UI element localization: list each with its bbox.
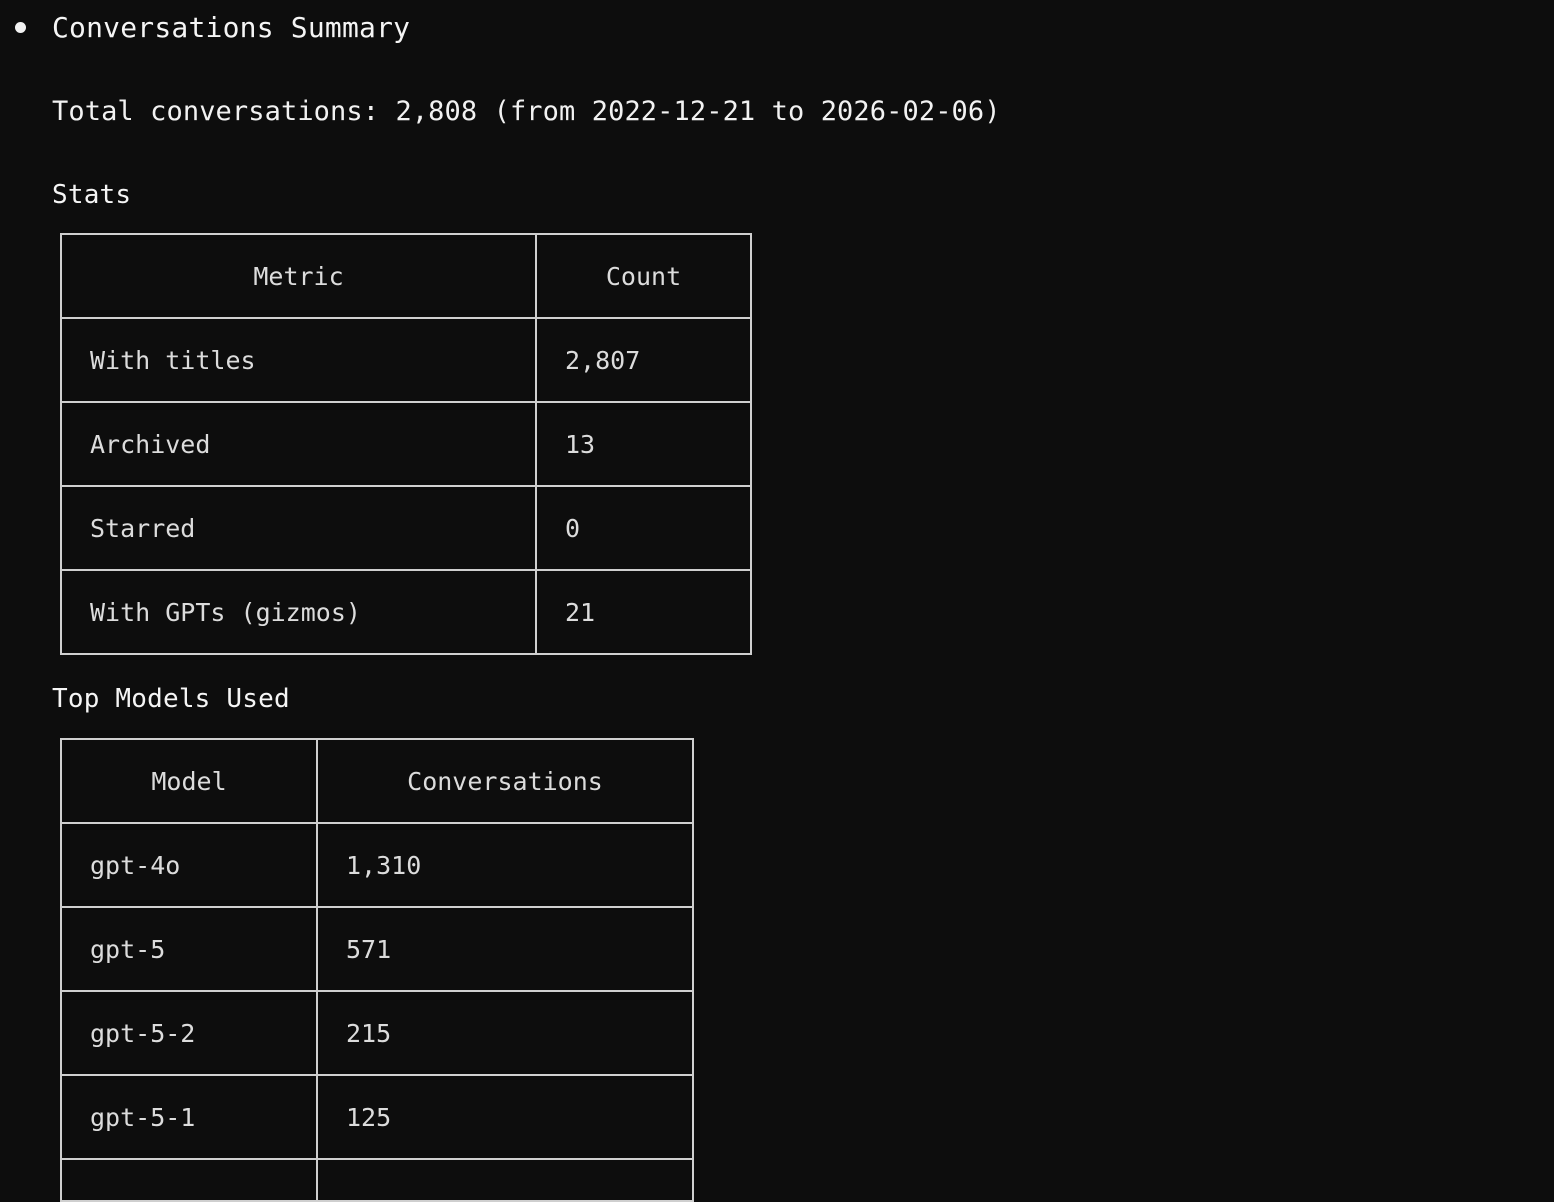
stats-cell-count: 21 (535, 569, 752, 655)
table-row: With GPTs (gizmos) 21 (60, 569, 752, 655)
stats-cell-count: 0 (535, 485, 752, 571)
models-cell-conversations: 1,310 (316, 822, 694, 908)
stats-header-metric: Metric (60, 233, 537, 319)
models-cell-conversations: 125 (316, 1074, 694, 1160)
stats-table: Metric Count With titles 2,807 Archived … (60, 233, 752, 655)
summary-page: Conversations Summary Total conversation… (0, 8, 1001, 1202)
table-row: With titles 2,807 (60, 317, 752, 403)
page-title: Conversations Summary (52, 11, 411, 44)
stats-section-heading: Stats (52, 180, 132, 210)
stats-cell-metric: Starred (60, 485, 537, 571)
table-row: Starred 0 (60, 485, 752, 571)
models-cell-model: gpt-5 (60, 906, 318, 992)
stats-header-count: Count (535, 233, 752, 319)
models-cell-conversations (316, 1158, 694, 1202)
top-models-table: Model Conversations gpt-4o 1,310 gpt-5 5… (60, 738, 694, 1202)
total-conversations-line: Total conversations: 2,808 (from 2022-12… (52, 96, 1001, 127)
stats-cell-metric: Archived (60, 401, 537, 487)
models-cell-conversations: 215 (316, 990, 694, 1076)
table-header-row: Model Conversations (60, 738, 694, 824)
table-header-row: Metric Count (60, 233, 752, 319)
table-row: Archived 13 (60, 401, 752, 487)
stats-cell-metric: With GPTs (gizmos) (60, 569, 537, 655)
stats-cell-count: 13 (535, 401, 752, 487)
table-row: gpt-5-1 125 (60, 1074, 694, 1160)
bullet-dot-icon (15, 22, 26, 33)
models-header-conversations: Conversations (316, 738, 694, 824)
table-row (60, 1158, 694, 1202)
table-row: gpt-5 571 (60, 906, 694, 992)
table-row: gpt-5-2 215 (60, 990, 694, 1076)
stats-cell-metric: With titles (60, 317, 537, 403)
models-cell-model: gpt-5-1 (60, 1074, 318, 1160)
top-models-section-heading: Top Models Used (52, 684, 290, 714)
models-cell-conversations: 571 (316, 906, 694, 992)
models-cell-model: gpt-5-2 (60, 990, 318, 1076)
models-cell-model: gpt-4o (60, 822, 318, 908)
conversations-summary-heading: Conversations Summary (0, 8, 410, 48)
models-header-model: Model (60, 738, 318, 824)
stats-cell-count: 2,807 (535, 317, 752, 403)
table-row: gpt-4o 1,310 (60, 822, 694, 908)
models-cell-model (60, 1158, 318, 1202)
